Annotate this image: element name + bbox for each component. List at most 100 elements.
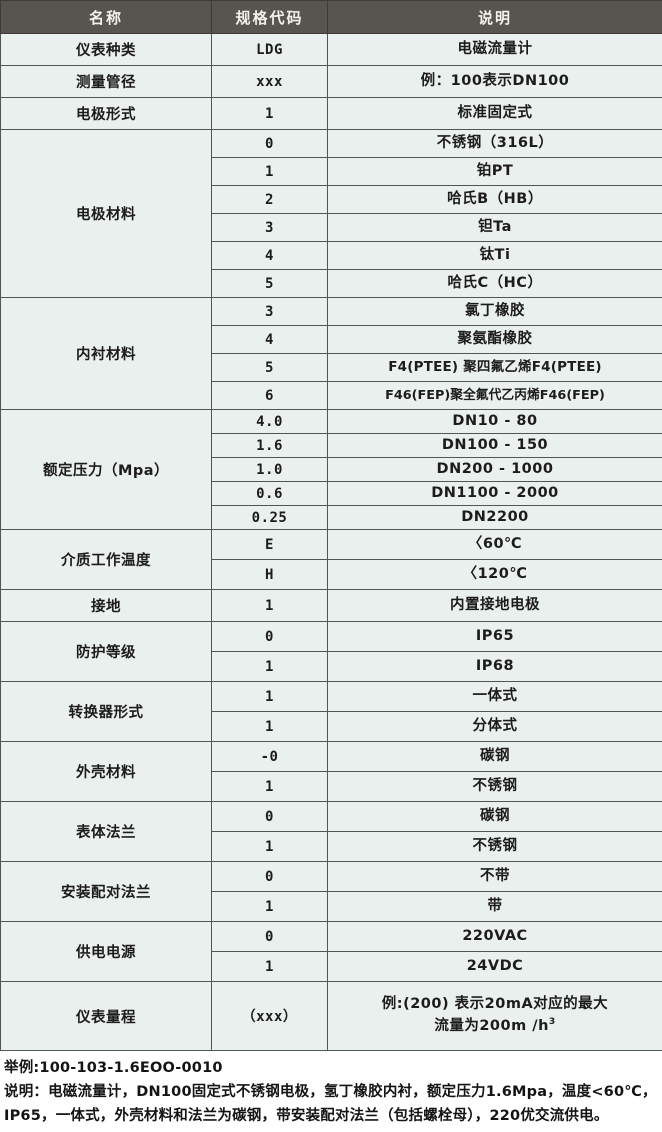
table-row: 内衬材料 3 氯丁橡胶 xyxy=(0,297,662,410)
table-row: 电极材料 0 不锈钢（316L） xyxy=(0,129,662,298)
table-row: 1 IP68 xyxy=(1,651,662,682)
row-name-cell: 外壳材料 xyxy=(0,741,212,802)
row-code-cell: 0 xyxy=(211,801,328,832)
table-row: 2 哈氏B（HB） xyxy=(1,185,662,214)
row-code-cell: H xyxy=(211,559,328,590)
row-code-cell: 4 xyxy=(211,241,328,270)
row-desc-line-2: 流量为200m /h3 xyxy=(328,1016,662,1038)
row-desc-cell: DN2200 xyxy=(327,505,662,530)
row-name-cell: 表体法兰 xyxy=(0,801,212,862)
footer-notes: 举例:100-103-1.6EOO-0010 说明：电磁流量计，DN100固定式… xyxy=(0,1051,662,1128)
row-name-cell: 安装配对法兰 xyxy=(0,861,212,922)
row-desc-cell: 聚氨酯橡胶 xyxy=(327,325,662,354)
row-name-cell: 防护等级 xyxy=(0,621,212,682)
row-desc-cell: 〈120℃ xyxy=(327,559,662,590)
row-desc-cell: 碳钢 xyxy=(327,741,662,772)
row-desc-cell: DN1100 - 2000 xyxy=(327,481,662,506)
row-desc-cell: F4(PTEE) 聚四氟乙烯F4(PTEE) xyxy=(327,353,662,382)
row-name-cell: 内衬材料 xyxy=(0,297,212,410)
row-code-cell: （xxx） xyxy=(211,981,328,1051)
table-body: 仪表种类 LDG 电磁流量计 测量管径 xxx 例：100表示DN100 电极形式 1 标准固定… xyxy=(0,33,662,1051)
row-desc-cell: DN100 - 150 xyxy=(327,433,662,458)
table-header: 名称 规格代码 说明 xyxy=(0,0,662,34)
row-code-cell: 1 xyxy=(211,681,328,712)
table-row: 表体法兰 0 碳钢 xyxy=(0,801,662,862)
row-code-cell: 0 xyxy=(211,921,328,952)
row-desc-cell: F46(FEP)聚全氟代乙丙烯F46(FEP) xyxy=(327,381,662,410)
row-code-cell: 1 xyxy=(211,891,328,922)
row-desc-cell: 钛Ti xyxy=(327,241,662,270)
row-name-cell: 介质工作温度 xyxy=(0,529,212,590)
row-desc-cell: IP65 xyxy=(327,621,662,652)
footer-description-line: 说明：电磁流量计，DN100固定式不锈钢电极，氢丁橡胶内衬，额定压力1.6Mpa… xyxy=(4,1084,657,1124)
row-desc-cell: 氯丁橡胶 xyxy=(327,297,662,326)
column-header-code: 规格代码 xyxy=(211,0,328,34)
row-code-cell: 0 xyxy=(211,621,328,652)
table-row: 1.0 DN200 - 1000 xyxy=(1,457,662,482)
row-code-cell: xxx xyxy=(211,65,328,98)
row-desc-cell: IP68 xyxy=(327,651,662,682)
row-desc-cell: 哈氏C（HC） xyxy=(327,269,662,298)
row-desc-cell: 不锈钢（316L） xyxy=(327,129,662,158)
table-row: 防护等级 0 IP65 xyxy=(0,621,662,682)
table-row: 接地 1 内置接地电极 xyxy=(0,589,662,622)
table-row: 1 铂PT xyxy=(1,157,662,186)
row-name-cell: 仪表量程 xyxy=(0,981,212,1051)
row-code-cell: 1 xyxy=(211,771,328,802)
row-code-cell: 1 xyxy=(211,97,328,130)
row-name-cell: 仪表种类 xyxy=(0,33,212,66)
row-desc-cell: 不带 xyxy=(327,861,662,892)
row-code-cell: 5 xyxy=(211,353,328,382)
row-desc-cell: 一体式 xyxy=(327,681,662,712)
table-row: 外壳材料 -0 碳钢 xyxy=(0,741,662,802)
table-row: 仪表种类 LDG 电磁流量计 xyxy=(0,33,662,66)
row-code-cell: 1 xyxy=(211,831,328,862)
table-row: 1 分体式 xyxy=(1,711,662,742)
row-code-cell: LDG xyxy=(211,33,328,66)
row-code-cell: 1 xyxy=(211,951,328,982)
column-header-name: 名称 xyxy=(0,0,212,34)
row-desc-cell: 带 xyxy=(327,891,662,922)
table-row: 1.6 DN100 - 150 xyxy=(1,433,662,458)
table-row: 1 不锈钢 xyxy=(1,831,662,862)
row-code-cell: 3 xyxy=(211,297,328,326)
row-name-cell: 额定压力（Mpa） xyxy=(0,409,212,530)
row-code-cell: 1 xyxy=(211,589,328,622)
row-desc-cell: 钽Ta xyxy=(327,213,662,242)
table-row: 1 不锈钢 xyxy=(1,771,662,802)
row-desc-cell: 分体式 xyxy=(327,711,662,742)
row-code-cell: 5 xyxy=(211,269,328,298)
table-row: 供电电源 0 220VAC xyxy=(0,921,662,982)
row-code-cell: 0 xyxy=(211,129,328,158)
row-desc-superscript: 3 xyxy=(548,1017,556,1028)
footer-example-line: 举例:100-103-1.6EOO-0010 xyxy=(4,1060,223,1076)
table-row: 电极形式 1 标准固定式 xyxy=(0,97,662,130)
row-code-cell: 1 xyxy=(211,157,328,186)
row-desc-cell: 例:(200) 表示20mA对应的最大 流量为200m /h3 xyxy=(327,981,662,1051)
table-row: 4 钛Ti xyxy=(1,241,662,270)
row-code-cell: 3 xyxy=(211,213,328,242)
row-code-cell: E xyxy=(211,529,328,560)
row-code-cell: 4.0 xyxy=(211,409,328,434)
row-code-cell: 6 xyxy=(211,381,328,410)
row-code-cell: 0.6 xyxy=(211,481,328,506)
row-desc-line-2-text: 流量为200m /h xyxy=(434,1018,549,1034)
row-code-cell: 0.25 xyxy=(211,505,328,530)
row-desc-cell: DN10 - 80 xyxy=(327,409,662,434)
row-desc-cell: 铂PT xyxy=(327,157,662,186)
row-desc-cell: 不锈钢 xyxy=(327,831,662,862)
specification-table: 名称 规格代码 说明 仪表种类 LDG 电磁流量计 测量管径 xxx 例：100表示DN1… xyxy=(0,0,662,1051)
table-row: 5 F4(PTEE) 聚四氟乙烯F4(PTEE) xyxy=(1,353,662,382)
row-code-cell: 1.0 xyxy=(211,457,328,482)
row-desc-cell: 例：100表示DN100 xyxy=(327,65,662,98)
row-name-cell: 电极形式 xyxy=(0,97,212,130)
row-code-cell: 1 xyxy=(211,651,328,682)
row-code-cell: 1 xyxy=(211,711,328,742)
row-name-cell: 电极材料 xyxy=(0,129,212,298)
row-desc-cell: 内置接地电极 xyxy=(327,589,662,622)
table-row: 1 24VDC xyxy=(1,951,662,982)
row-desc-cell: 不锈钢 xyxy=(327,771,662,802)
table-row: 介质工作温度 E 〈60℃ xyxy=(0,529,662,590)
